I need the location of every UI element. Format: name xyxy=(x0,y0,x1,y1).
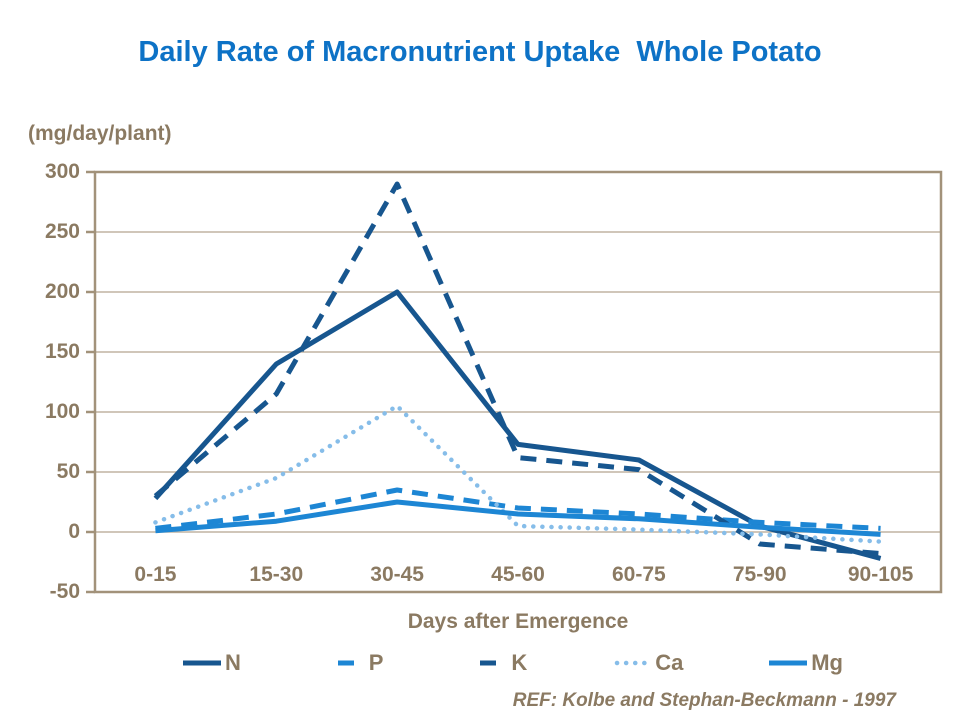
chart-title: Daily Rate of Macronutrient Uptake Whole… xyxy=(138,36,822,68)
x-axis-tick-label: 45-60 xyxy=(491,563,545,586)
legend-swatch-K xyxy=(480,660,497,666)
legend-label-P: P xyxy=(368,650,384,675)
legend-item-Mg: Mg xyxy=(769,650,843,676)
plot-border xyxy=(93,170,943,594)
series-line-P xyxy=(155,487,881,531)
series-line-Mg xyxy=(155,499,881,537)
reference-note: REF: Kolbe and Stephan-Beckmann - 1997 xyxy=(512,690,896,711)
legend-item-Ca: Ca xyxy=(613,650,683,676)
legend-swatch-Mg xyxy=(769,660,808,666)
y-axis-tick-label: 50 xyxy=(56,460,80,483)
legend-swatch-Ca xyxy=(614,660,650,666)
legend-item-P: P xyxy=(327,650,384,676)
legend-label-Ca: Ca xyxy=(655,650,684,675)
x-axis-tick-label: 15-30 xyxy=(249,563,304,586)
x-axis-tick-label: 0-15 xyxy=(134,563,177,586)
legend-label-N: N xyxy=(225,650,241,675)
chart-legend: N P K Ca Mg xyxy=(183,650,843,676)
x-axis-tick-label: 60-75 xyxy=(611,563,666,586)
legend-item-K: K xyxy=(469,650,527,676)
y-axis-tick-label: 0 xyxy=(68,520,80,543)
y-axis-tick-label: 100 xyxy=(44,400,80,423)
series-line-K xyxy=(153,181,881,557)
legend-swatch-N xyxy=(183,660,221,666)
y-axis-tick-label: 150 xyxy=(44,340,80,363)
x-axis-title: Days after Emergence xyxy=(407,610,629,633)
y-axis-unit-label: (mg/day/plant) xyxy=(28,122,172,145)
x-axis-tick-label: 75-90 xyxy=(732,563,787,586)
y-axis-tick-label: -50 xyxy=(49,580,80,603)
legend-label-K: K xyxy=(511,650,528,675)
legend-label-Mg: Mg xyxy=(811,650,843,675)
series-line-Ca xyxy=(153,403,883,544)
legend-swatch-P xyxy=(337,660,354,666)
y-axis-tick-label: 250 xyxy=(44,220,80,243)
x-axis-tick-label: 90-105 xyxy=(847,563,914,586)
legend-item-N: N xyxy=(183,650,241,676)
x-axis-tick-label: 30-45 xyxy=(370,563,424,586)
series-line-N xyxy=(153,289,882,561)
y-axis-tick-label: 200 xyxy=(44,280,80,303)
y-axis-tick-label: 300 xyxy=(44,160,80,183)
